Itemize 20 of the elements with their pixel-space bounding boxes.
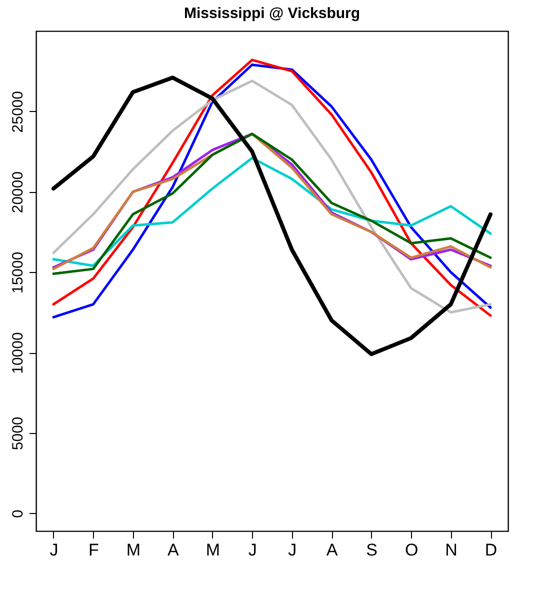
y-tick-label: 25000 [10, 91, 26, 133]
x-tick-label: J [50, 540, 58, 560]
x-tick-label: M [126, 540, 141, 560]
x-tick-label: M [206, 540, 220, 560]
x-tick-label: O [404, 540, 418, 560]
y-tick-label: 20000 [10, 171, 26, 214]
y-tick-label: 0 [10, 510, 26, 518]
x-tick-label: J [248, 540, 257, 560]
y-tick-label: 15000 [10, 252, 26, 294]
x-tick-label: A [168, 540, 180, 560]
x-tick-label: N [445, 540, 458, 560]
y-tick-label: 10000 [10, 332, 26, 374]
x-tick-label: A [326, 540, 338, 560]
x-tick-label: S [366, 540, 378, 560]
x-tick-label: F [88, 540, 99, 560]
line-series [51, 76, 493, 356]
chart-title: Mississippi @ Vicksburg [184, 5, 360, 22]
x-tick-label: J [288, 540, 297, 560]
x-tick-label: D [484, 540, 498, 560]
y-tick-label: 5000 [10, 416, 26, 450]
